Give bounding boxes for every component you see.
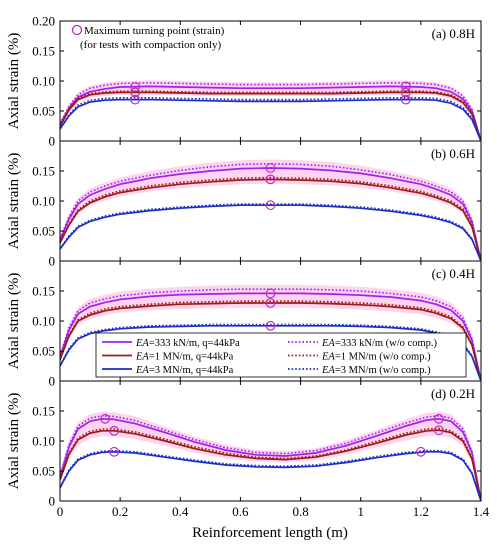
- turning-point-marker: [109, 446, 120, 457]
- series-line-4: [60, 300, 481, 381]
- turning-point-marker: [100, 413, 111, 424]
- legend: EA=333 kN/m, q=44kPa EA=333 kN/m (w/o com…: [95, 332, 467, 378]
- turning-point-marker: [265, 200, 276, 211]
- series-line-4: [60, 176, 481, 261]
- series-line-1: [60, 417, 481, 501]
- turning-point-marker: [434, 425, 444, 436]
- legend-label: EA=3 MN/m, q=44kPa: [135, 365, 234, 376]
- series-line-3: [60, 91, 481, 141]
- turning-point-marker: [265, 288, 276, 299]
- legend-label: EA=333 kN/m, q=44kPa: [135, 338, 240, 349]
- series-line-2: [60, 163, 481, 261]
- note-line-1: Maximum turning point (strain): [84, 25, 225, 37]
- y-tick-label: 0.05: [32, 344, 55, 359]
- turning-point-marker: [400, 87, 411, 98]
- turning-point-marker: [130, 87, 141, 98]
- x-axis-title: Reinforcement length (m): [192, 525, 348, 541]
- turning-point-marker: [109, 425, 120, 436]
- y-tick-label: 0.10: [32, 434, 55, 449]
- series-line-5: [60, 98, 481, 141]
- series-line-5: [60, 204, 481, 261]
- series-line-2: [60, 82, 481, 141]
- turning-point-marker: [400, 81, 411, 92]
- panel-label: (c) 0.4H: [432, 266, 475, 281]
- turning-point-marker: [400, 94, 411, 105]
- y-axis-title: Axial strain (%): [6, 273, 22, 370]
- series-line-5: [60, 450, 481, 501]
- y-tick-label: 0.10: [32, 74, 55, 89]
- y-axis-titles: Axial strain (%) Axial strain (%) Axial st…: [6, 33, 22, 490]
- series-line-6: [60, 203, 481, 261]
- y-tick-label: 0.15: [32, 404, 55, 419]
- legend-label: EA=3 MN/m (w/o comp.): [321, 365, 431, 376]
- x-tick-label: 1.2: [413, 504, 429, 519]
- panel-4: 0 0.2 0.4 0.6 0.8 1 1.2 1.4 0 0.05 0.10 0.15 (d) 0.2…: [32, 380, 490, 519]
- turning-point-marker: [265, 298, 276, 308]
- series-line-2: [60, 288, 481, 381]
- y-tick-label: 0.10: [32, 194, 55, 209]
- y-tick-label: 0.15: [32, 164, 55, 179]
- x-tick-label: 1.4: [473, 504, 490, 519]
- data-scatter-band: [60, 285, 481, 381]
- x-tick-label: 0.2: [112, 504, 128, 519]
- x-tick-label: 0.6: [232, 504, 249, 519]
- y-tick-label: 0.20: [32, 14, 55, 29]
- x-tick-label: 0.4: [172, 504, 189, 519]
- y-axis-title: Axial strain (%): [6, 153, 22, 250]
- panel-label: (b) 0.6H: [431, 146, 475, 161]
- legend-label: EA=1 MN/m (w/o comp.): [321, 352, 431, 363]
- series-line-2: [60, 415, 481, 501]
- turning-point-marker: [434, 413, 444, 424]
- turning-point-marker: [130, 94, 141, 105]
- panel-label: (d) 0.2H: [431, 386, 475, 401]
- turning-point-note: Maximum turning point (strain) (for test…: [71, 24, 225, 51]
- y-tick-label: 0: [49, 134, 56, 149]
- series-line-1: [60, 85, 481, 141]
- y-tick-label: 0: [49, 494, 56, 509]
- series-line-4: [60, 90, 481, 141]
- panel-frame: [59, 380, 482, 502]
- turning-point-marker: [265, 174, 276, 185]
- note-line-2: (for tests with compaction only): [80, 39, 221, 51]
- series-line-3: [60, 302, 481, 381]
- y-axis-title: Axial strain (%): [6, 33, 22, 130]
- series-line-4: [60, 427, 481, 501]
- series-line-3: [60, 429, 481, 501]
- legend-label: EA=333 kN/m (w/o comp.): [321, 338, 437, 349]
- y-tick-label: 0.15: [32, 284, 55, 299]
- x-tick-label: 0.8: [292, 504, 308, 519]
- panels-group: 00.050.100.150.20(a) 0.8H00.050.100.15(b…: [32, 14, 489, 520]
- turning-point-marker: [265, 320, 276, 331]
- series-line-3: [60, 178, 481, 261]
- series-line-1: [60, 167, 481, 261]
- legend-box: [95, 332, 467, 378]
- y-tick-label: 0.05: [32, 464, 55, 479]
- y-tick-label: 0: [49, 374, 56, 389]
- panel-label: (a) 0.8H: [432, 26, 475, 41]
- legend-label: EA=1 MN/m, q=44kPa: [135, 352, 234, 363]
- y-tick-label: 0.10: [32, 314, 55, 329]
- series-line-1: [60, 292, 481, 381]
- turning-point-marker: [265, 163, 276, 173]
- y-tick-label: 0.15: [32, 44, 55, 59]
- x-tick-label: 0: [57, 504, 64, 519]
- y-tick-label: 0: [49, 254, 56, 269]
- series-line-6: [60, 449, 481, 501]
- panel-2: 0 0.05 0.10 0.15 (b) 0.6H: [32, 140, 482, 269]
- data-scatter-band: [60, 411, 481, 501]
- y-tick-label: 0.05: [32, 224, 55, 239]
- series-line-6: [60, 97, 481, 141]
- y-tick-label: 0.05: [32, 104, 55, 119]
- turning-point-marker: [415, 446, 426, 457]
- panel-1: 0 0.05 0.10 0.15 0.20 (a) 0.8H: [32, 14, 482, 149]
- note-marker-icon: [71, 24, 83, 36]
- y-axis-title: Axial strain (%): [6, 393, 22, 490]
- x-tick-label: 1: [357, 504, 364, 519]
- data-scatter-band: [60, 80, 481, 141]
- turning-point-marker: [130, 82, 141, 92]
